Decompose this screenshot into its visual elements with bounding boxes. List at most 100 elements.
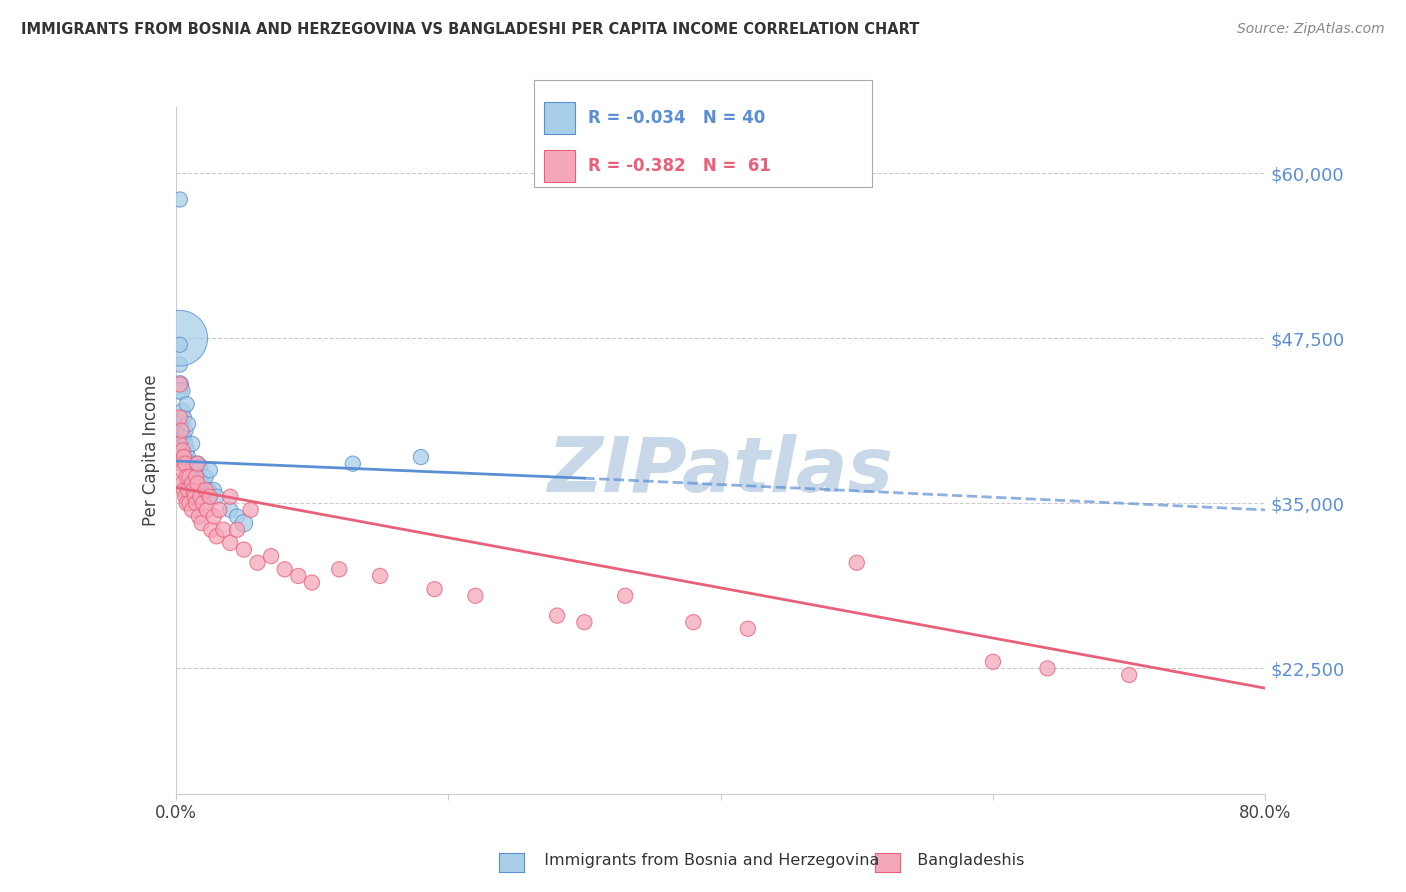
Point: [174, 437, 197, 451]
Point: [176, 470, 198, 484]
Point: [409, 450, 432, 464]
Point: [176, 397, 198, 411]
Point: [177, 450, 200, 464]
Point: [845, 556, 868, 570]
Point: [169, 193, 191, 207]
Point: [181, 457, 204, 471]
Point: [172, 463, 194, 477]
Point: [198, 490, 221, 504]
Point: [202, 509, 225, 524]
Point: [170, 457, 193, 471]
Point: [173, 430, 195, 444]
Point: [195, 503, 218, 517]
Point: [208, 503, 231, 517]
Point: [194, 483, 217, 497]
Point: [172, 430, 194, 444]
Text: R = -0.034   N = 40: R = -0.034 N = 40: [588, 109, 765, 127]
Point: [200, 523, 222, 537]
Point: [172, 424, 194, 438]
Point: [186, 457, 209, 471]
Point: [186, 476, 209, 491]
Point: [981, 655, 1004, 669]
Text: R = -0.382   N =  61: R = -0.382 N = 61: [588, 157, 770, 175]
Point: [174, 424, 197, 438]
Point: [169, 377, 191, 392]
Point: [169, 377, 191, 392]
Point: [546, 608, 568, 623]
Point: [232, 516, 254, 530]
Point: [464, 589, 486, 603]
Point: [174, 457, 197, 471]
Point: [287, 569, 309, 583]
Point: [1036, 661, 1059, 675]
Point: [169, 338, 191, 352]
Point: [177, 483, 200, 497]
Point: [181, 437, 204, 451]
Point: [239, 503, 262, 517]
Point: [188, 490, 211, 504]
Text: Bangladeshis: Bangladeshis: [907, 854, 1024, 868]
Point: [176, 496, 198, 510]
Point: [169, 331, 191, 345]
Point: [191, 496, 214, 510]
Point: [423, 582, 446, 596]
Point: [205, 529, 228, 543]
Point: [226, 509, 249, 524]
Bar: [544, 102, 575, 134]
Point: [169, 358, 191, 372]
Point: [188, 459, 211, 474]
Point: [260, 549, 283, 563]
Point: [186, 470, 208, 484]
Point: [328, 562, 350, 576]
Point: [194, 470, 217, 484]
Point: [169, 410, 191, 425]
Point: [614, 589, 637, 603]
Point: [176, 443, 198, 458]
Point: [186, 457, 209, 471]
Point: [169, 437, 191, 451]
Y-axis label: Per Capita Income: Per Capita Income: [142, 375, 160, 526]
Point: [274, 562, 297, 576]
Point: [219, 536, 242, 550]
Point: [170, 424, 193, 438]
Text: Immigrants from Bosnia and Herzegovina: Immigrants from Bosnia and Herzegovina: [534, 854, 880, 868]
Point: [179, 496, 201, 510]
Point: [181, 476, 204, 491]
Point: [186, 476, 208, 491]
Point: [187, 509, 209, 524]
Point: [301, 575, 323, 590]
Point: [173, 450, 195, 464]
Point: [202, 483, 225, 497]
Point: [186, 463, 208, 477]
Point: [173, 483, 195, 497]
Point: [172, 476, 194, 491]
Point: [682, 615, 704, 630]
Point: [1118, 668, 1140, 682]
Point: [212, 523, 235, 537]
Point: [188, 473, 211, 487]
Point: [205, 490, 228, 504]
Point: [246, 556, 269, 570]
Point: [190, 516, 212, 530]
Point: [197, 483, 219, 497]
Point: [183, 483, 205, 497]
Point: [191, 476, 214, 491]
Point: [179, 470, 201, 484]
Point: [232, 542, 254, 557]
Point: [186, 496, 208, 510]
Point: [737, 622, 759, 636]
Point: [177, 417, 200, 431]
Bar: [544, 150, 575, 182]
Point: [219, 490, 242, 504]
Point: [368, 569, 391, 583]
Point: [186, 470, 209, 484]
Point: [169, 450, 191, 464]
Text: IMMIGRANTS FROM BOSNIA AND HERZEGOVINA VS BANGLADESHI PER CAPITA INCOME CORRELAT: IMMIGRANTS FROM BOSNIA AND HERZEGOVINA V…: [21, 22, 920, 37]
Point: [574, 615, 596, 630]
Point: [219, 503, 242, 517]
Point: [169, 384, 191, 398]
Point: [342, 457, 364, 471]
Point: [198, 463, 221, 477]
Point: [184, 490, 207, 504]
Point: [173, 410, 195, 425]
